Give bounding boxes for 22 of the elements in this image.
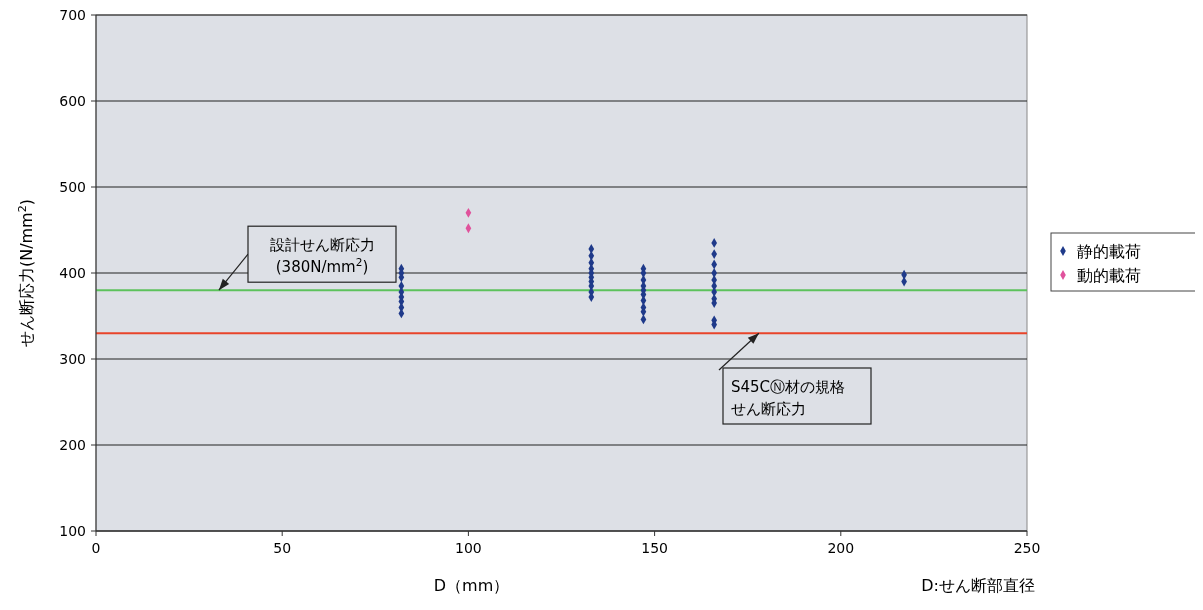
- y-tick-label: 100: [59, 523, 86, 539]
- y-tick-label: 400: [59, 265, 86, 281]
- y-tick-label: 600: [59, 93, 86, 109]
- text: D:せん断部直径: [921, 576, 1035, 595]
- y-tick-label: 200: [59, 437, 86, 453]
- x-tick-label: 150: [641, 540, 668, 556]
- point: [711, 249, 718, 259]
- x-tick-label: 0: [91, 540, 101, 556]
- ref-line-label: S45CⓃ材の規格せん断応力: [731, 378, 846, 418]
- legend-label: 静的載荷: [1077, 242, 1141, 261]
- y-tick-label: 500: [59, 179, 86, 195]
- x-tick-label: 250: [1013, 540, 1041, 556]
- x-tick-label: 100: [455, 540, 482, 556]
- x-axis-title: D（mm）: [433, 576, 510, 595]
- y-tick-label: 300: [59, 351, 86, 367]
- point: [588, 244, 595, 254]
- point: [711, 268, 718, 278]
- legend-label: 動的載荷: [1077, 266, 1141, 285]
- x-tick-label: 50: [273, 540, 292, 556]
- ref-line-label: 設計せん断応力(380N/mm$^{2}$): [269, 236, 375, 277]
- x-tick-label: 200: [827, 540, 855, 556]
- y-tick-label: 700: [59, 7, 86, 23]
